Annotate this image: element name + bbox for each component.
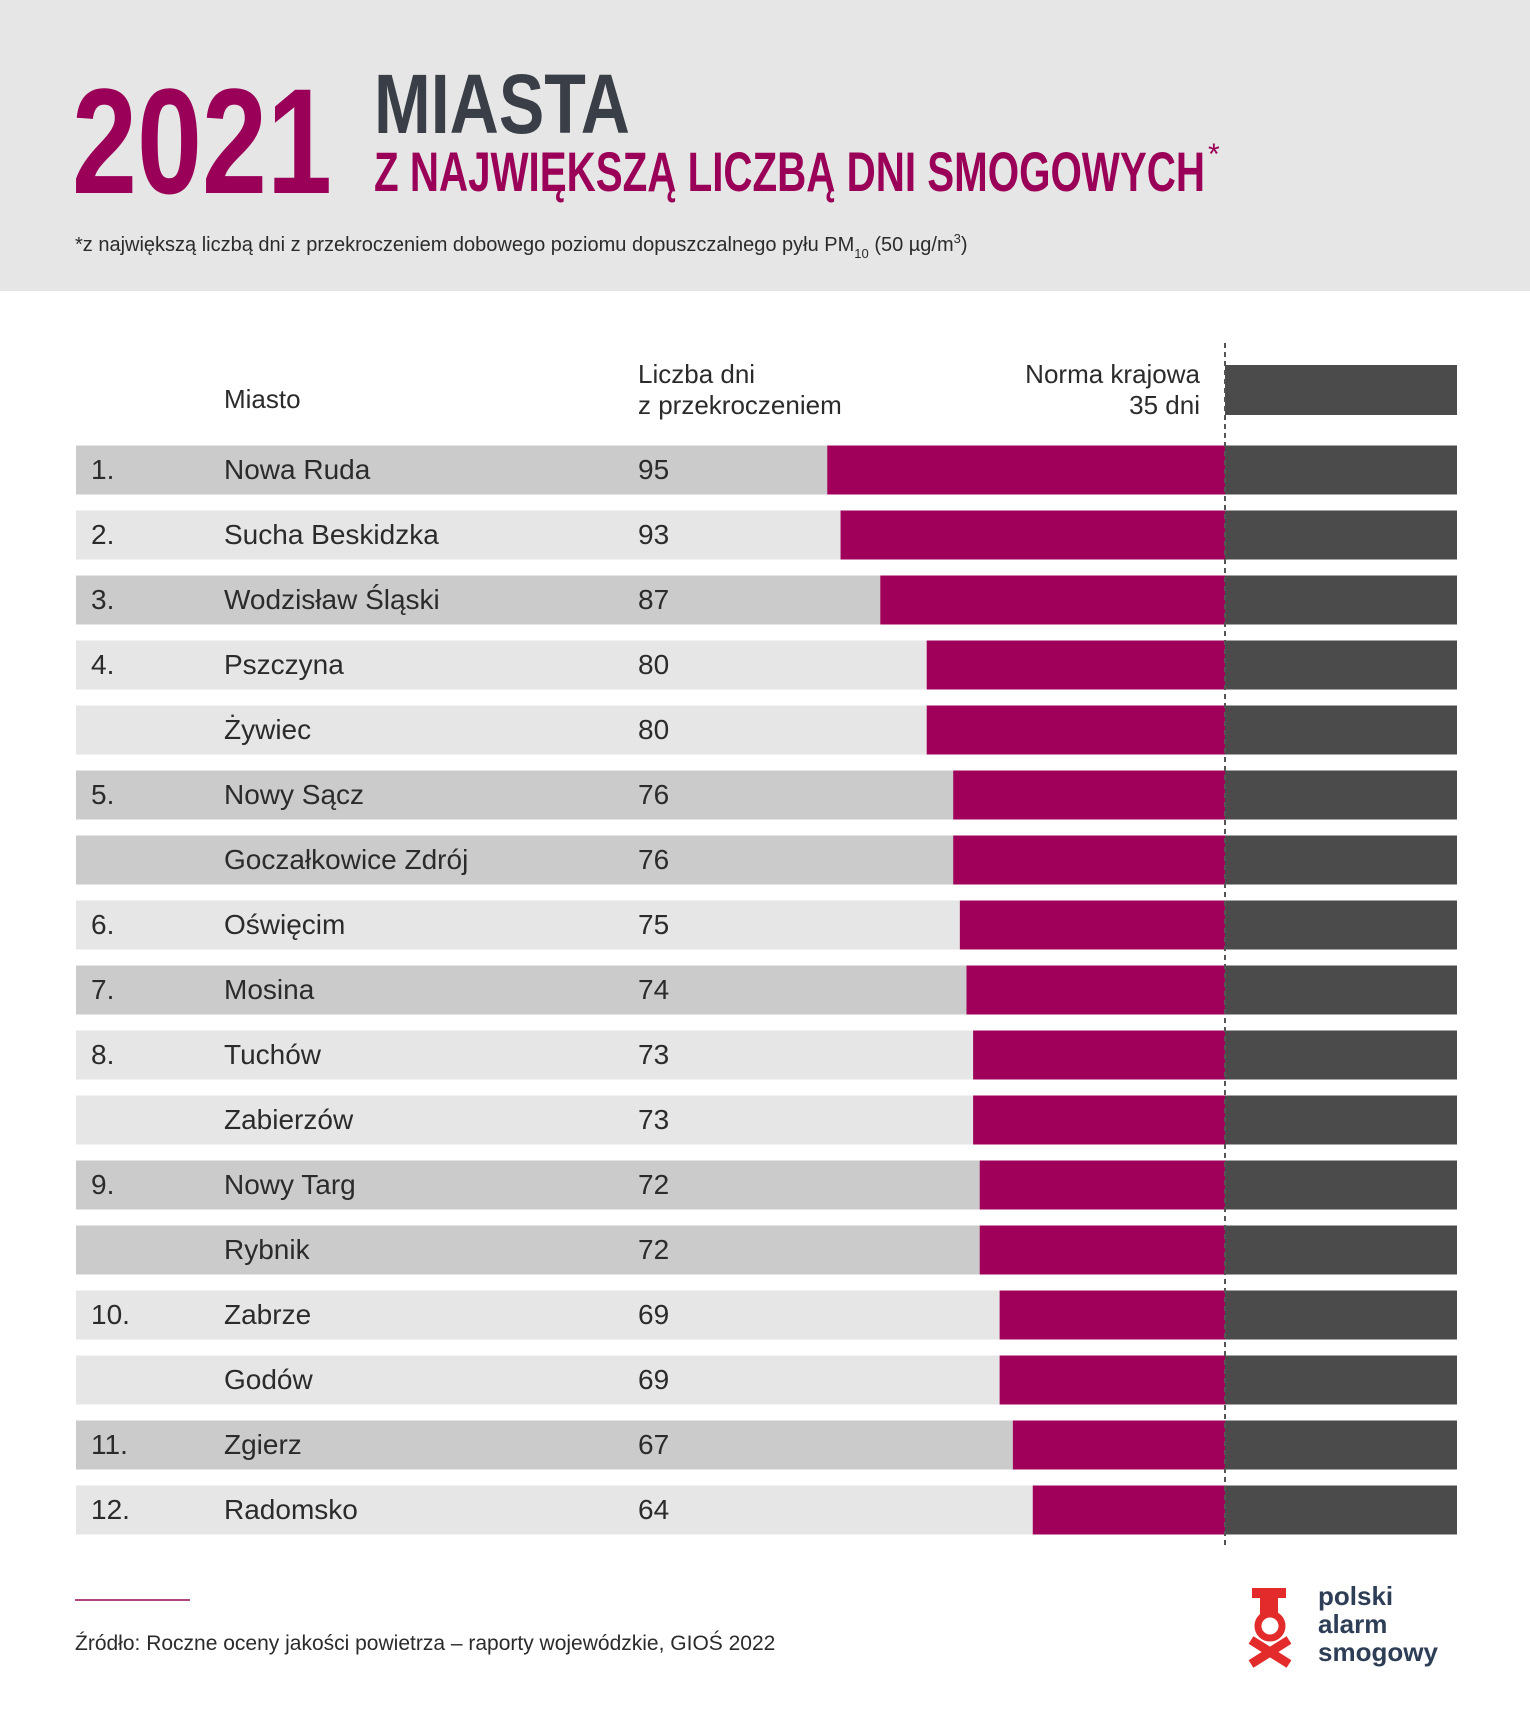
value-label: 73 [638,1104,669,1135]
rank: 7. [91,974,114,1005]
norm-bar [1225,365,1457,415]
rank: 12. [91,1494,130,1525]
value-label: 95 [638,454,669,485]
norm-bar [1225,1290,1457,1340]
norm-bar [1225,1095,1457,1145]
value-label: 93 [638,519,669,550]
value-label: 80 [638,649,669,680]
city: Zgierz [224,1429,302,1460]
logo-text: polski [1318,1581,1393,1611]
city: Goczałkowice Zdrój [224,844,468,875]
city: Sucha Beskidzka [224,519,439,550]
norm-bar [1225,1225,1457,1275]
value-label: 76 [638,844,669,875]
value-label: 74 [638,974,669,1005]
city: Zabierzów [224,1104,354,1135]
norm-bar [1225,705,1457,755]
value-label: 67 [638,1429,669,1460]
rank: 11. [91,1429,128,1460]
city: Wodzisław Śląski [224,583,440,615]
footnote-sup: 3 [954,231,961,246]
rank: 2. [91,519,114,550]
value-label: 80 [638,714,669,745]
subtitle: Z NAJWIĘKSZĄ LICZBĄ DNI SMOGOWYCH [374,140,1205,203]
value-label: 64 [638,1494,669,1525]
subtitle-mark: * [1208,138,1220,171]
value-label: 69 [638,1299,669,1330]
footnote-unit: (50 µg/m [869,234,954,256]
city: Zabrze [224,1299,311,1330]
footnote-sub: 10 [854,246,868,261]
logo-text: smogowy [1318,1637,1438,1667]
title: MIASTA [374,57,630,151]
norm-bar [1225,1485,1457,1535]
city: Radomsko [224,1494,358,1525]
rank: 5. [91,779,114,810]
source: Źródło: Roczne oceny jakości powietrza –… [75,1631,775,1655]
value-label: 76 [638,779,669,810]
rank: 3. [91,584,114,615]
norm-bar [1225,640,1457,690]
value-label: 87 [638,584,669,615]
value-label: 72 [638,1169,669,1200]
footnote-end: ) [961,234,968,256]
header-value-line: Liczba dni [638,359,755,389]
header-value-line: z przekroczeniem [638,390,842,420]
rank: 8. [91,1039,114,1070]
city: Nowa Ruda [224,454,371,485]
footnote-text: *z największą liczbą dni z przekroczenie… [75,234,854,256]
norm-bar [1225,1030,1457,1080]
norm-bar [1225,575,1457,625]
header-norm-line: Norma krajowa [1025,359,1200,389]
city: Pszczyna [224,649,344,680]
value-label: 75 [638,909,669,940]
value-label: 73 [638,1039,669,1070]
norm-bar [1225,1420,1457,1470]
norm-bar [1225,835,1457,885]
city: Żywiec [224,714,311,745]
norm-bar [1225,1160,1457,1210]
norm-bar [1225,1355,1457,1405]
city: Nowy Sącz [224,779,364,810]
rank: 10. [91,1299,130,1330]
rows: 1. Nowa Ruda 95 2. Sucha Beskidzka 93 3. Wodzis… [76,365,1457,1535]
norm-bar [1225,900,1457,950]
rank: 9. [91,1169,114,1200]
logo-icon [1248,1588,1292,1668]
city: Rybnik [224,1234,311,1265]
city: Godów [224,1364,313,1395]
header-city: Miasto [224,384,301,414]
city: Mosina [224,974,315,1005]
city: Nowy Targ [224,1169,356,1200]
logo-text: alarm [1318,1609,1387,1639]
header-background [0,0,1530,291]
norm-bar [1225,510,1457,560]
norm-bar [1225,965,1457,1015]
rank: 6. [91,909,114,940]
header-norm-line: 35 dni [1129,390,1200,420]
value-label: 69 [638,1364,669,1395]
city: Tuchów [224,1039,322,1070]
norm-bar [1225,770,1457,820]
rank: 1. [91,454,114,485]
title-year: 2021 [72,57,332,225]
norm-bar [1225,445,1457,495]
city: Oświęcim [224,909,345,940]
rank: 4. [91,649,114,680]
value-label: 72 [638,1234,669,1265]
footnote: *z największą liczbą dni z przekroczenie… [75,231,968,261]
